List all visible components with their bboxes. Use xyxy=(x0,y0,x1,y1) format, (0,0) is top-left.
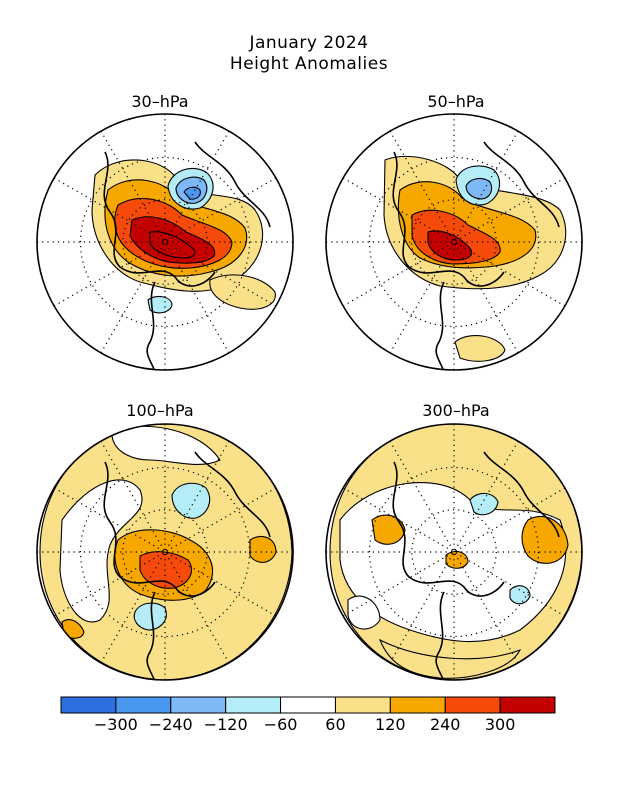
anomaly-contour-region xyxy=(149,231,196,259)
map-100hpa xyxy=(36,423,294,681)
colorbar-swatch xyxy=(389,696,446,714)
meridian-gridline xyxy=(53,487,277,617)
chart-title-line2: Height Anomalies xyxy=(229,54,389,74)
anomaly-contour-region xyxy=(59,479,143,623)
colorbar-tick-label: 120 xyxy=(375,715,406,734)
map-boundary xyxy=(325,113,583,371)
map-300hpa xyxy=(325,423,583,681)
map-boundary xyxy=(36,113,294,371)
meridian-gridline xyxy=(100,440,230,664)
anomaly-contour-region xyxy=(133,602,167,631)
anomaly-contour-region xyxy=(111,425,221,465)
colorbar-swatch xyxy=(499,696,556,714)
colorbar-tick-label: −120 xyxy=(203,715,248,734)
colorbar-swatch xyxy=(225,696,282,714)
latitude-gridline xyxy=(368,156,540,328)
anomaly-contour-region xyxy=(147,295,173,314)
anomaly-contour-region xyxy=(465,177,493,200)
colorbar-swatch xyxy=(60,696,117,714)
anomaly-contour-region xyxy=(249,535,277,563)
chart-title-line1: January 2024 xyxy=(249,33,369,53)
colorbar-tick-label: 300 xyxy=(484,715,516,734)
meridian-gridline xyxy=(342,177,566,307)
anomaly-contour-region xyxy=(347,595,381,630)
latitude-gridline xyxy=(368,466,540,638)
meridian-gridline xyxy=(53,177,277,307)
latitude-gridline xyxy=(122,199,208,285)
meridian-gridline xyxy=(342,177,566,307)
map-30hpa xyxy=(36,113,294,371)
colorbar-swatch xyxy=(444,696,501,714)
panel-label-100hpa: 100–hPa xyxy=(126,401,194,420)
map-boundary xyxy=(325,423,583,681)
colorbar-tick-label: −240 xyxy=(148,715,193,734)
anomaly-contour-region xyxy=(521,515,569,564)
anomaly-contour-region xyxy=(183,186,201,200)
colorbar-swatch xyxy=(280,696,336,714)
colorbar-swatch xyxy=(334,696,391,714)
panel-label-50hpa: 50–hPa xyxy=(427,92,485,111)
meridian-gridline xyxy=(53,177,277,307)
panel-label-30hpa: 30–hPa xyxy=(131,92,189,111)
map-boundary xyxy=(36,423,294,681)
colorbar-swatch xyxy=(170,696,227,714)
colorbar-tick-label: 60 xyxy=(325,715,346,734)
meridian-gridline xyxy=(53,487,277,617)
anomaly-contour-region xyxy=(209,274,276,310)
meridian-gridline xyxy=(100,440,230,664)
colorbar-tick-label: 240 xyxy=(429,715,461,734)
colorbar-swatch xyxy=(115,696,172,714)
latitude-gridline xyxy=(411,199,497,285)
meridian-gridline xyxy=(342,487,566,617)
meridian-gridline xyxy=(389,440,519,664)
meridian-gridline xyxy=(100,130,230,354)
anomaly-contour-region xyxy=(371,514,406,545)
latitude-gridline xyxy=(79,156,251,328)
meridian-gridline xyxy=(389,440,519,664)
anomaly-contour-region xyxy=(454,335,506,362)
meridian-gridline xyxy=(342,487,566,617)
anomaly-contour-region xyxy=(445,550,469,569)
map-50hpa xyxy=(325,113,583,371)
anomaly-contour-region xyxy=(509,585,531,605)
meridian-gridline xyxy=(389,130,519,354)
colorbar-tick-label: −300 xyxy=(93,715,138,734)
latitude-gridline xyxy=(79,466,251,638)
colorbar-tick-label: −60 xyxy=(263,715,298,734)
anomaly-contour-region xyxy=(469,492,499,516)
latitude-gridline xyxy=(411,509,497,595)
latitude-gridline xyxy=(122,509,208,595)
panel-label-300hpa: 300–hPa xyxy=(422,401,490,420)
meridian-gridline xyxy=(389,130,519,354)
meridian-gridline xyxy=(100,130,230,354)
